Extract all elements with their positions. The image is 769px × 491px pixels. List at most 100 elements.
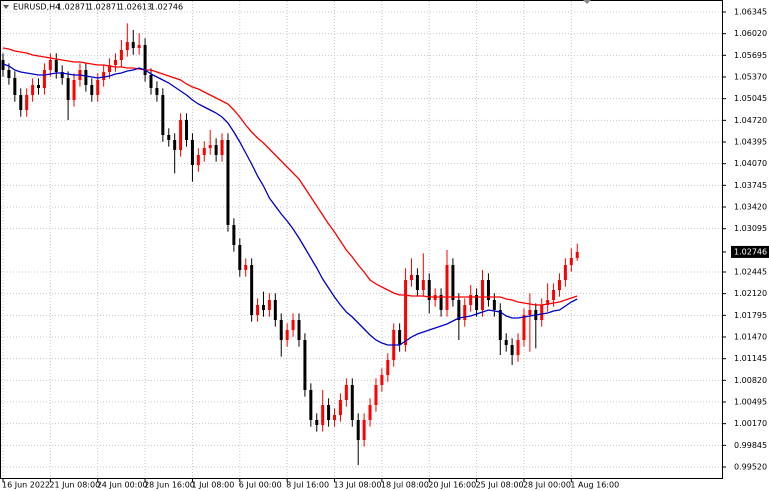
candle-body	[108, 65, 112, 72]
candle-body	[143, 45, 147, 75]
candle-body	[386, 360, 390, 375]
header-open: 1.02871	[57, 3, 90, 12]
candle-body	[279, 320, 283, 340]
candle-body	[344, 385, 348, 400]
candle-body	[102, 72, 106, 80]
y-tick-label: 1.00820	[734, 376, 767, 385]
candle-body	[244, 265, 248, 270]
y-tick-label: 1.02120	[734, 289, 767, 298]
candle-body	[380, 375, 384, 385]
candle-body	[185, 120, 189, 140]
candle-body	[19, 95, 23, 110]
candle-body	[137, 45, 141, 48]
candle-body	[338, 400, 342, 415]
candle-body	[155, 88, 159, 95]
x-tick-label: 20 Jul 16:00	[428, 481, 476, 490]
candle-body	[42, 70, 46, 88]
plot	[1, 23, 579, 465]
candle-body	[54, 60, 58, 72]
y-tick-label: 1.06345	[734, 8, 767, 17]
candle-body	[149, 75, 153, 88]
candle-body	[1, 60, 5, 70]
candle-body	[309, 390, 313, 420]
candle-body	[202, 148, 206, 155]
candle-body	[481, 280, 485, 310]
x-tick-label: 1 Jul 08:00	[191, 481, 234, 490]
x-tick-label: 1 Aug 16:00	[570, 481, 619, 490]
candle-body	[119, 50, 123, 60]
candle-body	[267, 300, 271, 310]
x-tick-label: 28 Jun 16:00	[144, 481, 195, 490]
moving-average	[2, 63, 578, 346]
candle-body	[261, 305, 265, 310]
candle-body	[368, 405, 372, 420]
candle-body	[161, 95, 165, 135]
candle-body	[25, 95, 29, 110]
candle-body	[250, 265, 254, 315]
candle-body	[125, 42, 129, 50]
candle-body	[303, 340, 307, 390]
x-tick-label: 16 Jun 2022	[2, 481, 50, 490]
x-tick-label: 25 Jul 08:00	[476, 481, 524, 490]
candle-body	[31, 85, 35, 95]
menu-triangle[interactable]	[3, 5, 9, 9]
header-close: 1.02746	[150, 3, 183, 12]
plot-frame	[0, 0, 723, 479]
candle-body	[569, 258, 573, 265]
y-tick-label: 1.05695	[734, 51, 767, 60]
candle-body	[427, 280, 431, 300]
candle-body	[208, 145, 212, 148]
candle-body	[90, 85, 94, 95]
candle-body	[66, 78, 70, 100]
x-tick-label: 18 Jul 08:00	[381, 481, 429, 490]
candle-body	[232, 225, 236, 245]
header-high: 1.02871	[88, 3, 121, 12]
candle-body	[113, 60, 117, 65]
candle-body	[563, 265, 567, 280]
y-tick-label: 1.02445	[734, 268, 767, 277]
candle-body	[492, 300, 496, 310]
candle-body	[13, 78, 17, 95]
candle-body	[48, 60, 52, 70]
candle-body	[37, 85, 41, 88]
y-tick-label: 1.01795	[734, 311, 767, 320]
candle-body	[451, 265, 455, 300]
candle-body	[374, 385, 378, 405]
candle-body	[486, 280, 490, 300]
candle-body	[190, 140, 194, 165]
candle-body	[315, 420, 319, 425]
header-low: 1.02613	[119, 3, 152, 12]
candle-body	[498, 310, 502, 340]
y-tick-label: 1.05370	[734, 73, 767, 82]
x-tick-label: 28 Jul 00:00	[523, 481, 571, 490]
candle-body	[60, 72, 64, 78]
x-tick-label: 6 Jul 00:00	[239, 481, 282, 490]
candle-body	[333, 415, 337, 420]
candle-body	[167, 135, 171, 140]
candle-body	[404, 280, 408, 345]
candle-body	[575, 251, 579, 258]
price-box	[731, 245, 769, 258]
current-price: 1.02746	[734, 247, 767, 256]
symbol: EURUSD,H4	[13, 3, 60, 12]
y-tick-label: 1.04720	[734, 116, 767, 125]
candle-body	[273, 300, 277, 320]
candle-body	[421, 280, 425, 290]
candle-body	[321, 405, 325, 425]
candle-body	[84, 70, 88, 85]
y-tick-label: 1.00495	[734, 398, 767, 407]
candle-body	[540, 305, 544, 320]
candle-body	[226, 140, 230, 225]
moving-average	[2, 47, 578, 306]
candle-body	[528, 310, 532, 315]
candle-body	[96, 80, 100, 95]
candle-body	[196, 155, 200, 165]
candle-body	[415, 275, 419, 290]
candle-body	[131, 42, 135, 48]
candle-body	[72, 80, 76, 100]
candle-body	[546, 300, 550, 305]
y-tick-label: 1.04395	[734, 138, 767, 147]
y-tick-label: 1.01470	[734, 333, 767, 342]
